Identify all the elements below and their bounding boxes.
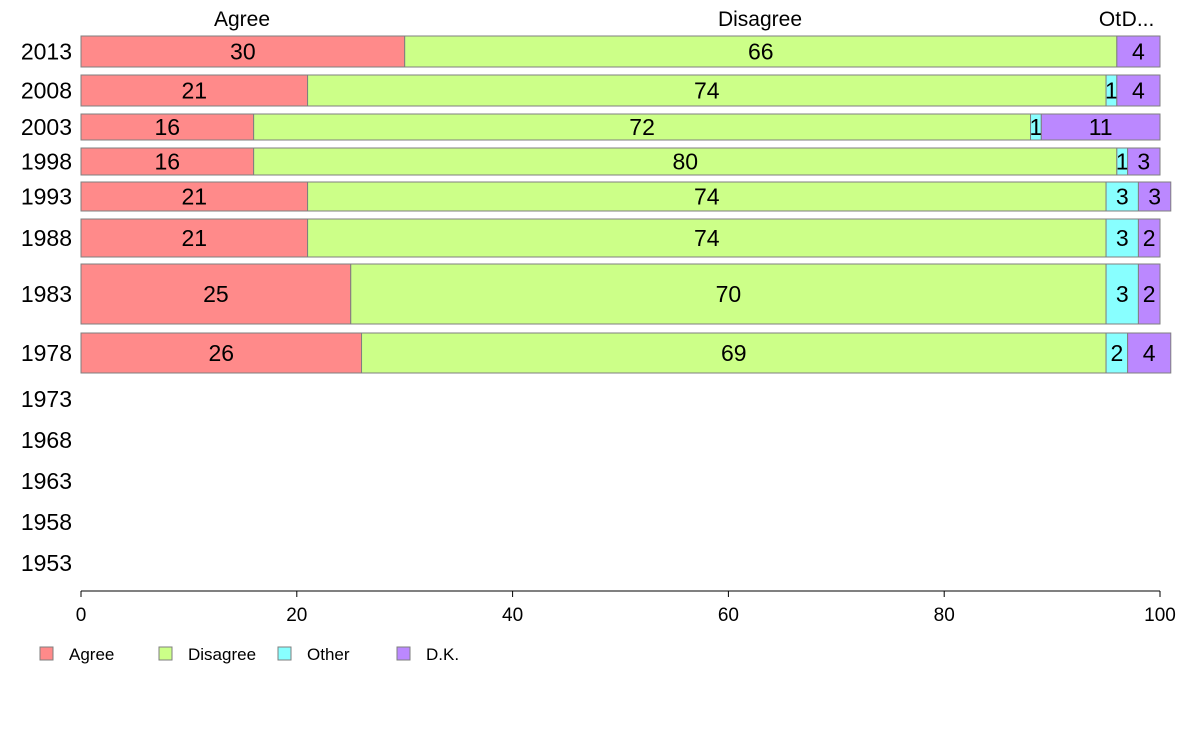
legend-swatch-other [277, 646, 292, 661]
bar-dk-1978 [1127, 332, 1172, 374]
legend-label-agree: Agree [69, 645, 114, 664]
bar-disagree-2013 [404, 35, 1118, 68]
y-tick-label: 2008 [21, 78, 72, 104]
y-tick-label: 1958 [21, 509, 72, 535]
y-tick-label: 1983 [21, 281, 72, 307]
bar-disagree-1988 [307, 218, 1107, 258]
bar-disagree-2008 [307, 74, 1107, 107]
data-label: 2 [1143, 225, 1156, 251]
data-label: 21 [181, 78, 207, 104]
data-label: 4 [1143, 340, 1156, 366]
bar-dk-2013 [1116, 35, 1161, 68]
bar-disagree-1998 [253, 147, 1118, 176]
bar-agree-2003 [80, 113, 255, 141]
column-header-4: D... [1122, 8, 1155, 31]
data-label: 72 [629, 114, 655, 140]
data-label: 4 [1132, 78, 1145, 104]
data-label: 2 [1110, 340, 1123, 366]
column-header-3: Ot [1099, 8, 1121, 31]
bar-dk-1983 [1137, 263, 1161, 325]
y-tick-label: 1978 [21, 340, 72, 366]
data-label: 11 [1089, 114, 1113, 140]
bar-disagree-1978 [361, 332, 1107, 374]
bar-dk-2008 [1116, 74, 1161, 107]
data-label: 3 [1137, 149, 1150, 175]
bar-other-1983 [1105, 263, 1139, 325]
data-label: 70 [716, 281, 742, 307]
column-header-2: Disagree [718, 8, 802, 31]
bar-agree-1978 [80, 332, 363, 374]
x-tick-label: 0 [76, 605, 87, 626]
data-label: 4 [1132, 39, 1145, 65]
bar-dk-2003 [1040, 113, 1161, 141]
legend-swatch-dk [396, 646, 411, 661]
bar-disagree-1983 [350, 263, 1107, 325]
legend-swatch-agree [39, 646, 54, 661]
bar-agree-1983 [80, 263, 352, 325]
y-tick-label: 1968 [21, 427, 72, 453]
y-tick-label: 1953 [21, 550, 72, 576]
x-tick-label: 100 [1144, 605, 1176, 626]
legend-label-dk: D.K. [426, 645, 459, 664]
data-label: 26 [208, 340, 234, 366]
bar-dk-1988 [1137, 218, 1161, 258]
y-tick-label: 2013 [21, 39, 72, 65]
y-tick-label: 1988 [21, 225, 72, 251]
data-label: 3 [1116, 184, 1129, 210]
bar-dk-1993 [1137, 181, 1172, 212]
y-tick-label: 1998 [21, 149, 72, 175]
bar-agree-1993 [80, 181, 309, 212]
bar-agree-2013 [80, 35, 406, 68]
data-label: 3 [1116, 225, 1129, 251]
data-label: 74 [694, 225, 720, 251]
data-label: 25 [203, 281, 229, 307]
x-tick-label: 60 [718, 605, 739, 626]
data-label: 16 [155, 149, 181, 175]
bar-dk-1998 [1127, 147, 1161, 176]
data-label: 3 [1148, 184, 1161, 210]
data-label: 3 [1116, 281, 1129, 307]
data-label: 74 [694, 184, 720, 210]
column-header-1: Agree [214, 8, 270, 31]
y-tick-label: 1963 [21, 468, 72, 494]
data-label: 80 [672, 149, 698, 175]
data-label: 1 [1030, 114, 1043, 140]
y-tick-label: 1993 [21, 184, 72, 210]
data-label: 2 [1143, 281, 1156, 307]
legend-label-other: Other [307, 645, 350, 664]
data-label: 21 [181, 184, 207, 210]
bar-disagree-2003 [253, 113, 1032, 141]
data-label: 1 [1116, 149, 1129, 175]
data-label: 21 [181, 225, 207, 251]
legend-label-disagree: Disagree [188, 645, 256, 664]
x-tick-label: 20 [286, 605, 307, 626]
y-tick-label: 2003 [21, 114, 72, 140]
data-label: 30 [230, 39, 256, 65]
x-tick-label: 40 [502, 605, 523, 626]
bar-other-1993 [1105, 181, 1139, 212]
legend-swatch-disagree [158, 646, 173, 661]
data-label: 1 [1105, 78, 1118, 104]
data-label: 66 [748, 39, 774, 65]
data-label: 16 [155, 114, 181, 140]
data-label: 69 [721, 340, 747, 366]
x-tick-label: 80 [934, 605, 955, 626]
bar-other-1988 [1105, 218, 1139, 258]
bar-agree-1988 [80, 218, 309, 258]
y-tick-label: 1973 [21, 386, 72, 412]
data-label: 74 [694, 78, 720, 104]
